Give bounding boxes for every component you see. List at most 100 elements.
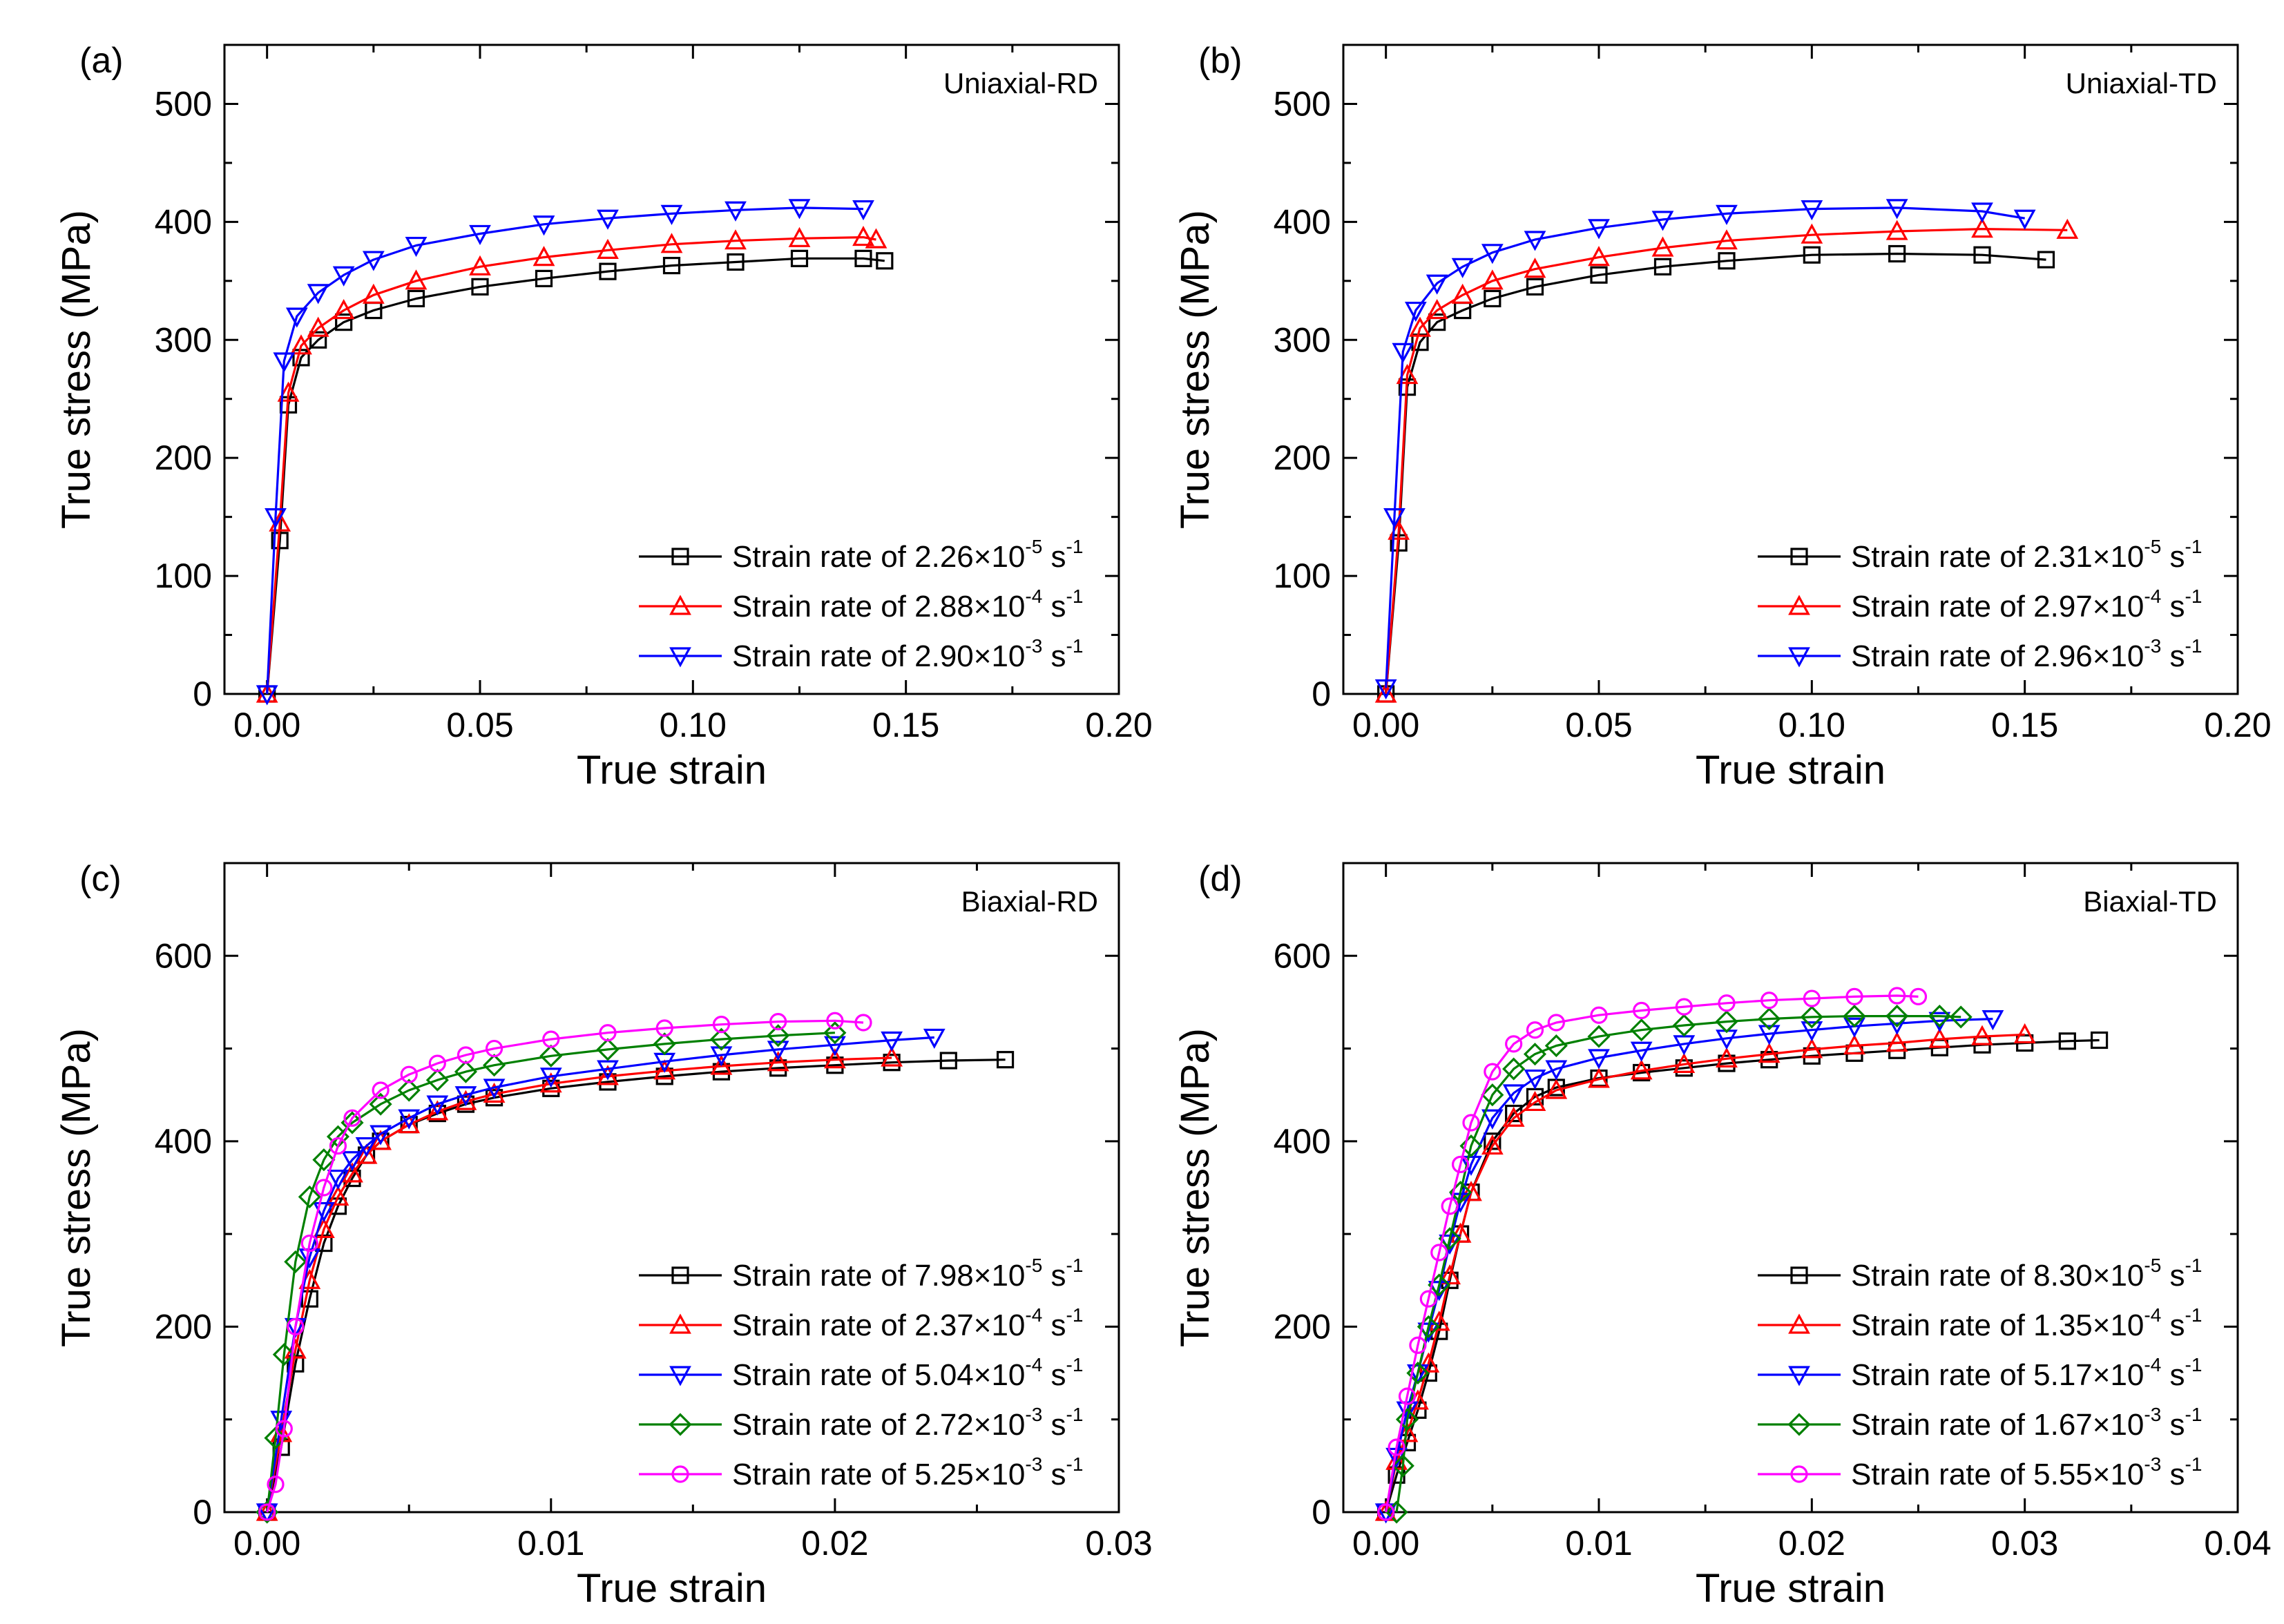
data-point — [655, 1019, 673, 1037]
y-tick-label: 400 — [1274, 202, 1331, 241]
data-point — [372, 1081, 390, 1099]
data-point — [1760, 992, 1778, 1009]
data-point — [284, 1250, 307, 1273]
data-point — [277, 381, 300, 402]
data-point — [398, 1109, 421, 1130]
data-point — [1801, 223, 1823, 244]
y-axis-title: True stress (MPa) — [54, 210, 99, 529]
data-point — [1484, 1132, 1501, 1150]
data-point — [405, 269, 428, 290]
data-point — [1481, 1083, 1504, 1107]
data-point — [1439, 1264, 1461, 1285]
legend-label: Strain rate of 2.31×10-5 s-1 — [1851, 536, 2202, 574]
legend-entry: Strain rate of 2.26×10-5 s-1 — [639, 536, 1083, 574]
data-point — [284, 1338, 307, 1359]
legend-label: Strain rate of 5.55×10-3 s-1 — [1851, 1453, 2202, 1491]
data-point — [329, 1137, 347, 1155]
data-point — [1462, 1114, 1480, 1132]
legend-label: Strain rate of 2.72×10-3 s-1 — [732, 1404, 1083, 1442]
series-line — [266, 236, 876, 695]
data-point — [2013, 209, 2036, 230]
data-point — [298, 1185, 321, 1208]
data-point — [2058, 1032, 2076, 1050]
data-point — [405, 236, 428, 258]
data-point — [1391, 1454, 1414, 1478]
data-point — [852, 226, 874, 246]
data-point — [1971, 218, 1993, 238]
legend-label: Strain rate of 2.97×10-4 s-1 — [1851, 586, 2202, 624]
x-tick-label: 0.00 — [233, 1524, 300, 1563]
legend-swatch-marker — [671, 1465, 689, 1483]
data-point — [1928, 1027, 1951, 1048]
data-point — [1973, 246, 1991, 264]
data-point — [290, 334, 312, 355]
y-tick-label: 100 — [1274, 557, 1331, 595]
data-point — [599, 262, 617, 280]
legend-entry: Strain rate of 8.30×10-5 s-1 — [1758, 1255, 2202, 1293]
data-point — [1451, 283, 1474, 304]
data-point — [1758, 1007, 1781, 1031]
data-point — [1633, 1001, 1651, 1020]
data-point — [407, 289, 425, 308]
data-point — [1885, 1031, 1908, 1052]
panel-tag: Uniaxial-RD — [943, 67, 1098, 99]
data-point — [1590, 266, 1608, 284]
x-tick-label: 0.00 — [233, 706, 300, 744]
legend-entry: Strain rate of 1.67×10-3 s-1 — [1758, 1404, 2202, 1442]
series — [1377, 244, 2055, 703]
data-point — [1803, 989, 1821, 1007]
data-point — [370, 1125, 392, 1146]
data-point — [2013, 1023, 2036, 1044]
y-tick-label: 300 — [1274, 320, 1331, 359]
chart-panel: 0.00 0.05 0.10 0.15 0.20 0 100 200 300 400 500 True… — [54, 41, 1153, 793]
chart-panel: 0.00 0.01 0.02 0.03 0.04 0 200 400 600 True strai… — [1173, 859, 2272, 1611]
data-point — [660, 204, 683, 225]
data-point — [1451, 258, 1474, 278]
data-point — [532, 215, 555, 236]
data-point — [265, 508, 287, 529]
data-point — [343, 1109, 361, 1127]
data-point — [1801, 1038, 1823, 1058]
data-point — [275, 1420, 293, 1438]
data-point — [823, 1048, 846, 1069]
data-point — [471, 278, 489, 296]
data-point — [535, 269, 553, 287]
data-point — [996, 1051, 1015, 1069]
data-point — [710, 1046, 733, 1067]
data-point — [315, 1179, 333, 1197]
data-point — [712, 1016, 731, 1034]
data-point — [1715, 1010, 1738, 1034]
series-line — [266, 1032, 835, 1513]
data-point — [660, 233, 683, 253]
data-point — [1758, 1025, 1781, 1045]
data-point — [1392, 342, 1414, 363]
data-point — [1630, 1059, 1653, 1080]
data-point — [724, 201, 747, 222]
legend-entry: Strain rate of 1.35×10-4 s-1 — [1758, 1304, 2202, 1342]
x-tick-label: 0.15 — [1991, 706, 2058, 744]
series — [256, 199, 874, 706]
series-line — [1385, 206, 2025, 688]
x-tick-label: 0.00 — [1352, 706, 1419, 744]
data-point — [1502, 1106, 1525, 1127]
data-point — [256, 685, 278, 706]
data-point — [1428, 313, 1446, 331]
data-point — [327, 1185, 349, 1206]
data-point — [341, 1151, 363, 1172]
data-point — [335, 313, 353, 331]
data-point — [332, 266, 355, 287]
data-point — [369, 1092, 392, 1116]
data-point — [362, 283, 385, 304]
x-axis-title: True strain — [1696, 1566, 1885, 1611]
y-axis-title: True stress (MPa) — [54, 1028, 99, 1347]
x-tick-label: 0.01 — [1565, 1524, 1632, 1563]
data-point — [1544, 1034, 1568, 1058]
legend-label: Strain rate of 8.30×10-5 s-1 — [1851, 1255, 2202, 1293]
x-tick-label: 0.15 — [872, 706, 939, 744]
data-point — [370, 1130, 392, 1150]
data-point — [709, 1027, 733, 1051]
data-point — [1981, 1009, 2004, 1031]
data-point — [1588, 1067, 1610, 1088]
data-point — [1409, 1336, 1427, 1354]
data-point — [307, 316, 329, 337]
